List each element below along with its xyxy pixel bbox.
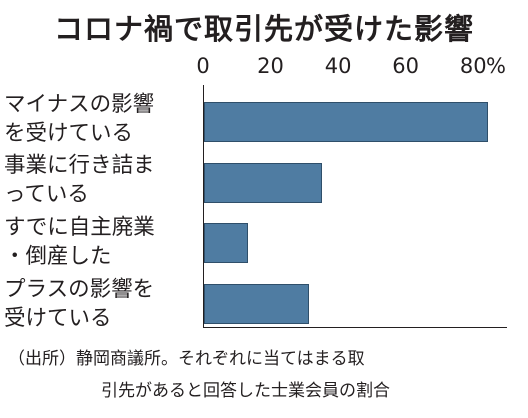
category-label: プラスの影響を <box>4 277 155 302</box>
category-label: 事業に行き詰ま <box>4 153 155 178</box>
category-label: ・倒産した <box>4 244 112 269</box>
chart-title: コロナ禍で取引先が受けた影響 <box>53 12 474 46</box>
bar <box>204 163 323 203</box>
category-label: っている <box>4 182 89 207</box>
x-tick-label: 20 <box>257 54 284 78</box>
category-label: 受けている <box>4 306 112 331</box>
x-tick-label: 40 <box>324 54 352 78</box>
bar <box>204 284 309 324</box>
source-note-line-1: （出所）静岡商議所。それぞれに当てはまる取 <box>8 349 365 369</box>
x-axis-unit: % <box>486 54 506 78</box>
bar <box>204 223 248 263</box>
x-tick-label: 0 <box>196 54 210 78</box>
source-note-line-2: 引先があると回答した士業会員の割合 <box>101 381 390 401</box>
category-label: を受けている <box>4 121 134 146</box>
x-tick-label: 80 <box>459 54 487 78</box>
category-label: マイナスの影響 <box>4 92 155 117</box>
plot-area <box>203 85 507 328</box>
bar <box>204 102 488 142</box>
x-tick-label: 60 <box>392 54 420 78</box>
category-label: すでに自主廃業 <box>4 215 155 240</box>
